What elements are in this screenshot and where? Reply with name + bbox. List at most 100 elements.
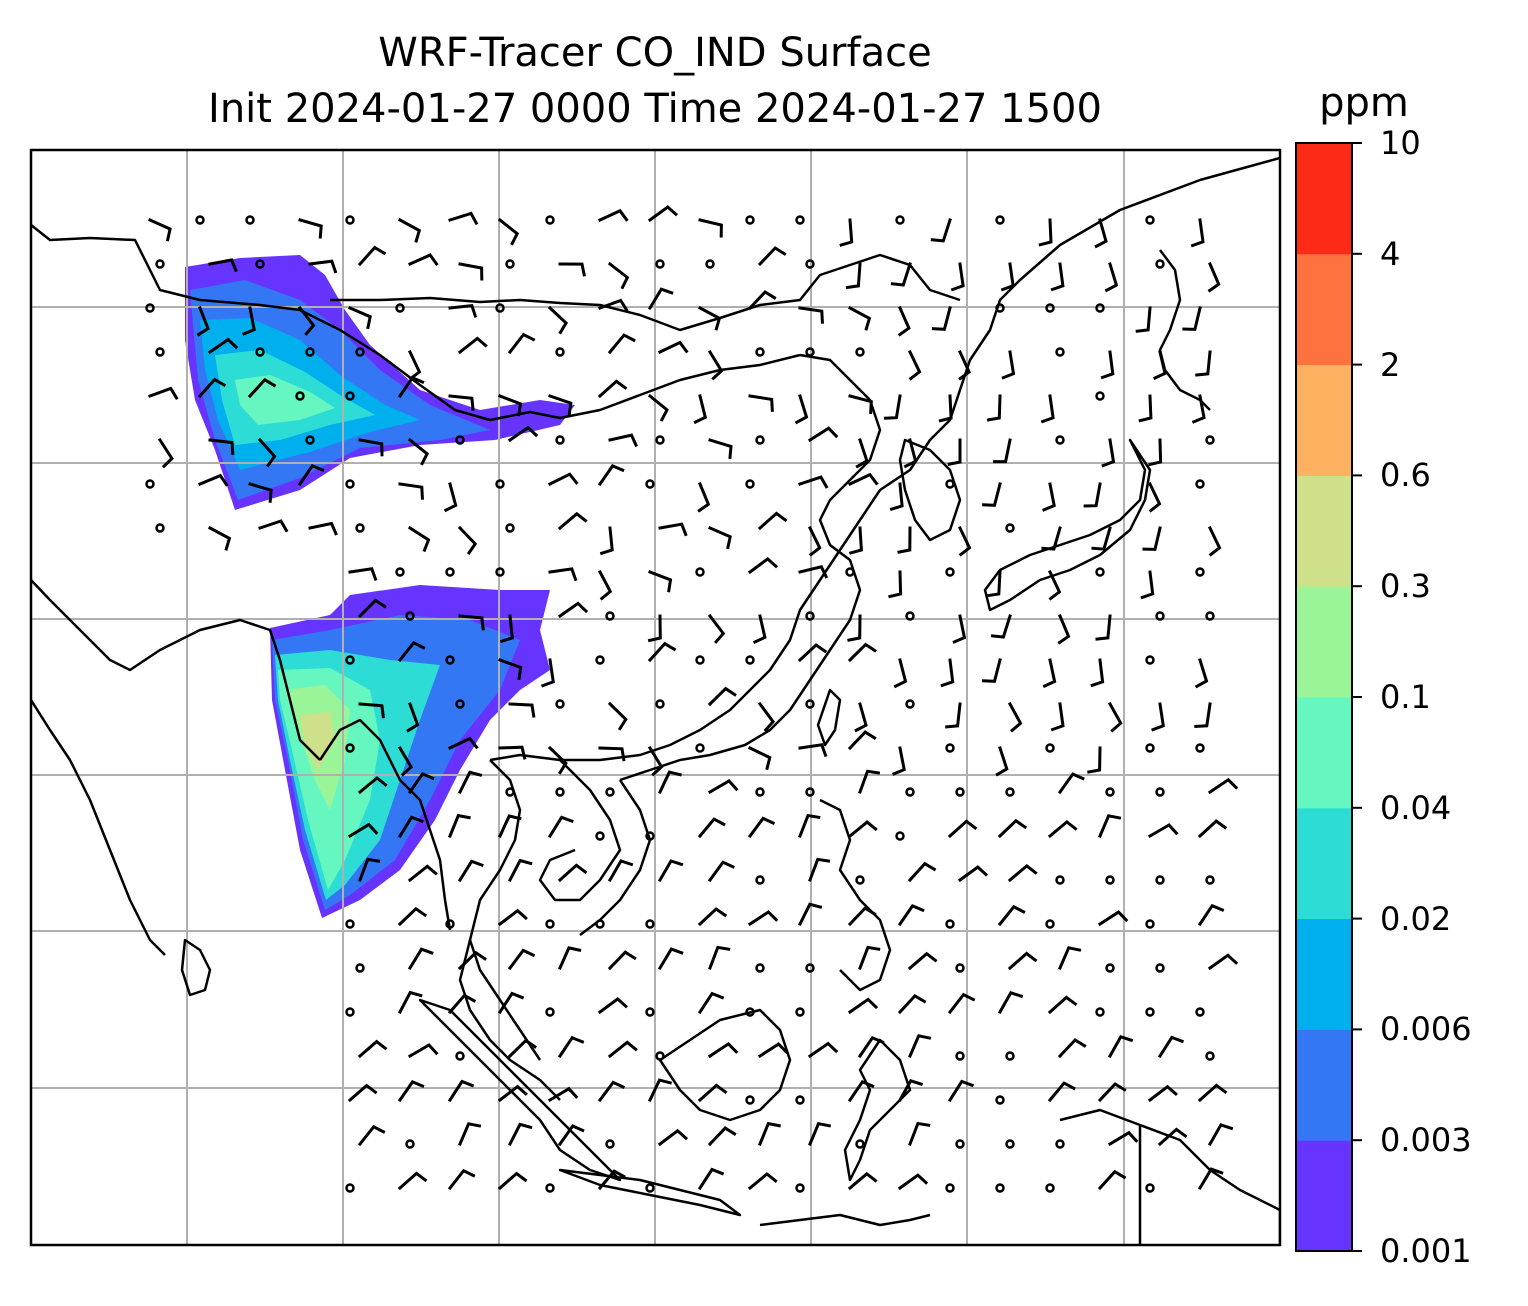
wind-barb — [854, 702, 868, 733]
calm-wind-circle — [595, 655, 605, 665]
wind-barb — [907, 861, 937, 883]
calm-wind-circle — [755, 435, 765, 445]
wind-barb — [883, 394, 902, 420]
wind-barb — [1007, 863, 1038, 883]
calm-wind-circle — [345, 743, 355, 753]
wind-barb — [797, 643, 828, 663]
calm-wind-circle — [305, 435, 315, 445]
wind-barb — [893, 658, 908, 689]
wind-barb — [498, 745, 527, 760]
wind-barb — [897, 1173, 929, 1191]
wind-barb — [957, 865, 989, 883]
calm-wind-circle — [805, 787, 815, 797]
wind-barb — [697, 991, 725, 1015]
calm-wind-circle — [645, 479, 655, 489]
wind-barb — [707, 778, 739, 795]
wind-barb — [607, 333, 636, 355]
wind-barb — [947, 992, 976, 1015]
calm-wind-circle — [355, 523, 365, 533]
wind-barb — [938, 394, 953, 423]
wind-barb — [693, 394, 708, 425]
wind-barb — [657, 859, 684, 883]
calm-wind-circle — [805, 699, 815, 709]
wind-barb — [357, 1124, 386, 1147]
wind-barb — [1098, 814, 1122, 838]
calm-wind-circle — [945, 743, 955, 753]
colorbar-segment — [1296, 475, 1352, 587]
wind-barb — [497, 217, 520, 246]
wind-barb — [1207, 1123, 1234, 1147]
wind-barb — [981, 658, 1002, 683]
indochina-coast-line — [468, 759, 542, 1061]
calm-wind-circle — [505, 787, 515, 797]
calm-wind-circle — [1105, 963, 1115, 973]
wind-barb — [196, 306, 210, 337]
wind-barb — [607, 261, 630, 290]
colorbar-segment — [1296, 807, 1352, 920]
calm-wind-circle — [345, 1007, 355, 1017]
wind-barb — [607, 950, 637, 971]
calm-wind-circle — [905, 787, 915, 797]
wind-barb — [1097, 1082, 1127, 1103]
wind-barb — [1197, 1167, 1224, 1191]
wind-barb — [952, 614, 967, 644]
calm-wind-circle — [795, 215, 805, 225]
wind-barb — [892, 746, 906, 776]
wind-barb — [990, 614, 1012, 639]
wind-barb — [358, 702, 385, 719]
wind-barb — [858, 769, 881, 794]
wind-barb — [757, 246, 787, 267]
wind-barb — [903, 438, 918, 469]
taiwan-coast-line — [816, 688, 842, 747]
wind-barb — [1047, 819, 1078, 839]
wind-barb — [599, 526, 614, 556]
wind-barb — [847, 820, 878, 839]
calm-wind-circle — [1095, 303, 1105, 313]
wind-barb — [847, 614, 862, 642]
wind-barb — [798, 565, 829, 579]
wind-barb — [647, 205, 679, 223]
wind-barb — [897, 306, 911, 337]
wind-barb — [995, 746, 1009, 777]
wind-barb — [598, 208, 629, 222]
wind-barb — [647, 614, 662, 643]
calm-wind-circle — [495, 303, 505, 313]
calm-wind-circle — [545, 1007, 555, 1017]
wind-barb — [357, 1039, 388, 1059]
colorbar-tick-label: 0.003 — [1380, 1121, 1472, 1160]
wind-barb — [1147, 1084, 1178, 1103]
colorbar-tick-label: 0.6 — [1380, 456, 1431, 495]
wind-barb — [540, 658, 555, 688]
wind-barb — [897, 1079, 924, 1103]
wind-barb — [1148, 438, 1163, 467]
wind-barb — [747, 816, 776, 839]
india-west-coast-line — [31, 699, 166, 956]
wind-barb — [897, 993, 927, 1015]
wind-barb — [848, 526, 863, 555]
wind-barb — [1207, 262, 1221, 293]
wind-barb — [448, 813, 471, 838]
wind-barb — [148, 386, 179, 400]
calm-wind-circle — [1145, 1183, 1155, 1193]
calm-wind-circle — [695, 743, 705, 753]
calm-wind-circle — [455, 1051, 465, 1061]
wind-barb — [1047, 995, 1078, 1015]
wind-barb — [993, 438, 1012, 464]
tracer-plume-north — [185, 255, 575, 510]
japan-north-coast-line — [1158, 249, 1211, 411]
wind-barb — [597, 1169, 626, 1191]
wind-barb — [297, 305, 316, 336]
wind-barb — [1147, 481, 1162, 513]
wind-barb — [197, 377, 227, 399]
wind-barb — [747, 556, 779, 575]
wind-barb — [897, 904, 925, 927]
wind-barb — [1097, 1169, 1127, 1191]
wind-barb — [407, 947, 434, 971]
calm-wind-circle — [1005, 787, 1015, 797]
wind-barb — [697, 482, 711, 513]
wind-barb — [597, 1080, 626, 1103]
calm-wind-circle — [955, 787, 965, 797]
map-subtitle: Init 2024-01-27 0000 Time 2024-01-27 150… — [208, 86, 1102, 132]
calm-wind-circle — [255, 259, 265, 269]
colorbar-ticks — [1352, 142, 1362, 1252]
